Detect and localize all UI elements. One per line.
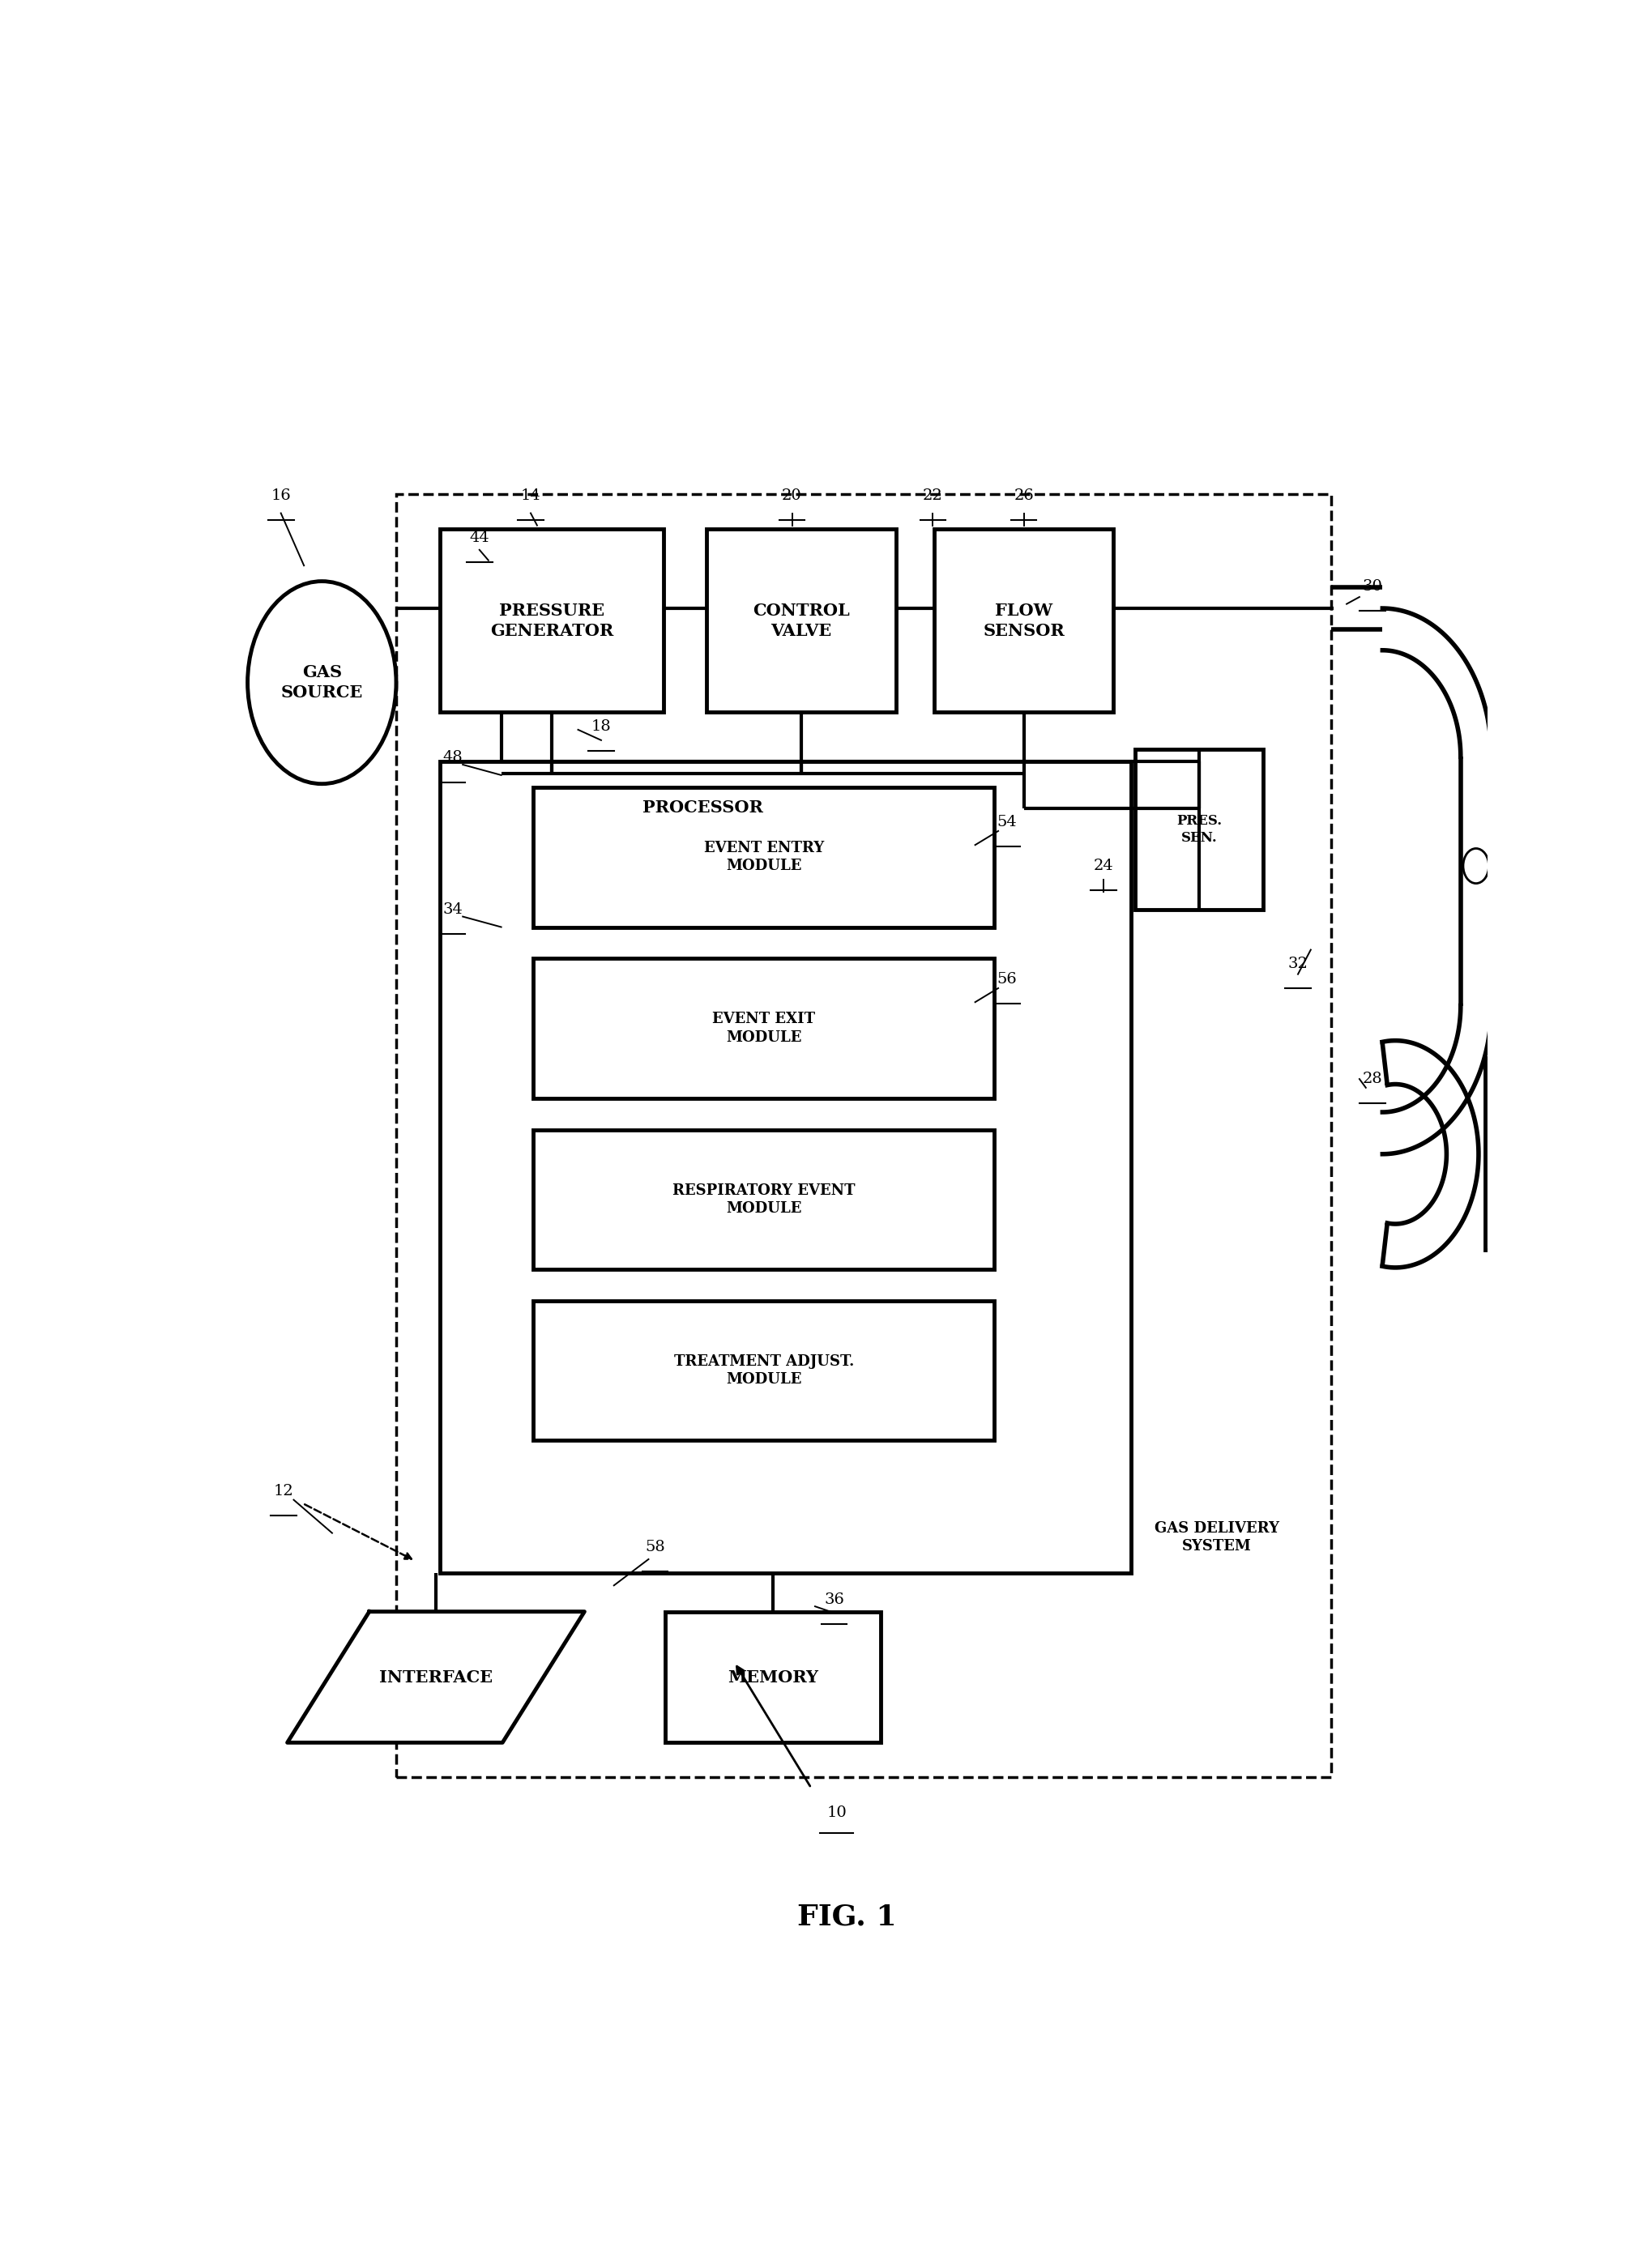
Text: 22: 22: [922, 488, 942, 503]
Text: CONTROL
VALVE: CONTROL VALVE: [752, 603, 849, 640]
Text: 44: 44: [469, 531, 489, 544]
FancyBboxPatch shape: [534, 1302, 995, 1440]
FancyBboxPatch shape: [933, 528, 1113, 712]
Text: 32: 32: [1287, 957, 1307, 971]
Circle shape: [1462, 848, 1488, 885]
Text: 24: 24: [1092, 860, 1113, 873]
Text: MEMORY: MEMORY: [727, 1669, 818, 1685]
Polygon shape: [287, 1613, 585, 1742]
Circle shape: [248, 581, 396, 785]
Text: 10: 10: [826, 1805, 846, 1819]
Text: PROCESSOR: PROCESSOR: [643, 801, 763, 816]
Text: 20: 20: [781, 488, 801, 503]
Text: 36: 36: [824, 1592, 844, 1606]
Text: FIG. 1: FIG. 1: [796, 1903, 897, 1930]
FancyBboxPatch shape: [439, 528, 664, 712]
Text: PRES.
SEN.: PRES. SEN.: [1176, 814, 1221, 844]
Text: FLOW
SENSOR: FLOW SENSOR: [983, 603, 1064, 640]
FancyBboxPatch shape: [534, 1129, 995, 1270]
Text: EVENT EXIT
MODULE: EVENT EXIT MODULE: [712, 1012, 814, 1046]
FancyBboxPatch shape: [705, 528, 895, 712]
Text: GAS DELIVERY
SYSTEM: GAS DELIVERY SYSTEM: [1153, 1522, 1279, 1554]
Text: EVENT ENTRY
MODULE: EVENT ENTRY MODULE: [704, 841, 823, 873]
Text: GAS
SOURCE: GAS SOURCE: [281, 665, 363, 701]
Text: 12: 12: [273, 1483, 294, 1499]
FancyBboxPatch shape: [664, 1613, 881, 1742]
FancyBboxPatch shape: [534, 959, 995, 1098]
Text: 14: 14: [520, 488, 540, 503]
FancyBboxPatch shape: [534, 787, 995, 928]
Text: 16: 16: [271, 488, 291, 503]
Text: 56: 56: [996, 973, 1016, 987]
Text: INTERFACE: INTERFACE: [378, 1669, 492, 1685]
Text: PRESSURE
GENERATOR: PRESSURE GENERATOR: [491, 603, 613, 640]
Text: 26: 26: [1013, 488, 1034, 503]
Text: 58: 58: [644, 1540, 664, 1554]
Text: 48: 48: [443, 751, 463, 764]
Text: 30: 30: [1361, 578, 1381, 594]
FancyBboxPatch shape: [1135, 748, 1262, 909]
Text: RESPIRATORY EVENT
MODULE: RESPIRATORY EVENT MODULE: [672, 1184, 854, 1216]
FancyBboxPatch shape: [1483, 1057, 1576, 1250]
Text: 34: 34: [443, 903, 463, 916]
Text: 18: 18: [591, 719, 611, 733]
Text: 54: 54: [996, 814, 1016, 830]
Text: 28: 28: [1361, 1073, 1381, 1086]
Text: TREATMENT ADJUST.
MODULE: TREATMENT ADJUST. MODULE: [674, 1354, 854, 1388]
FancyBboxPatch shape: [439, 762, 1132, 1574]
